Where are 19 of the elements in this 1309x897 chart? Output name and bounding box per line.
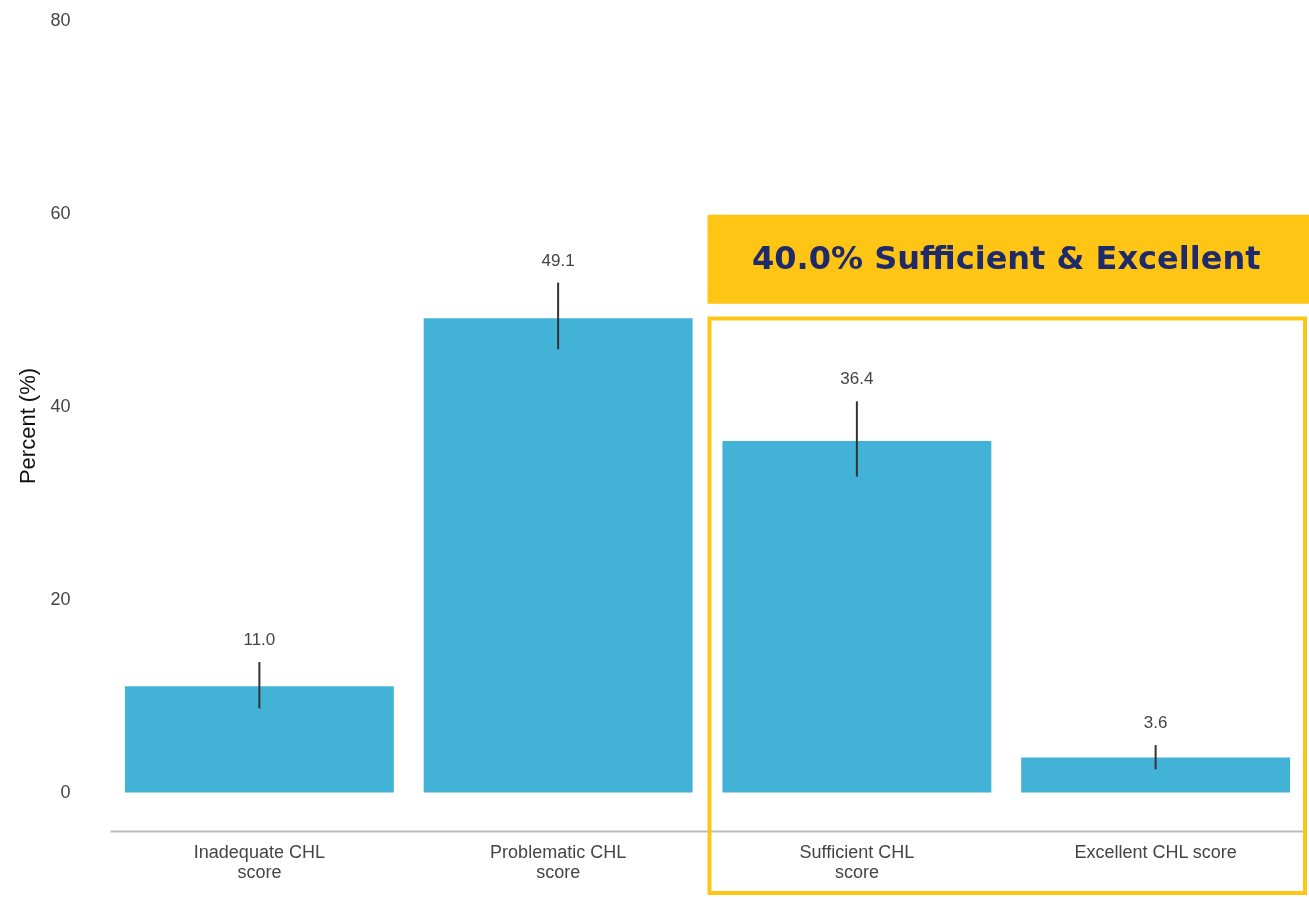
data-label: 3.6	[1143, 713, 1168, 733]
y-tick-label: 40	[50, 395, 71, 416]
bar	[722, 440, 992, 793]
data-label: 36.4	[840, 369, 874, 389]
x-tick-label: Problematic CHL score	[490, 841, 627, 882]
data-label: 11.0	[243, 630, 276, 650]
bar	[124, 686, 394, 793]
x-tick-label: Sufficient CHL score	[799, 841, 915, 882]
x-tick-label: Inadequate CHL score	[193, 841, 325, 882]
x-tick-label: Excellent CHL score	[1074, 841, 1237, 862]
band-label: 40.0% Sufficient & Excellent	[752, 239, 1261, 278]
bar	[423, 318, 693, 793]
y-axis-title: Percent (%)	[15, 367, 41, 485]
data-label: 49.1	[541, 250, 575, 270]
bar	[1021, 757, 1291, 793]
y-tick-label: 0	[60, 781, 71, 802]
y-tick-label: 60	[50, 202, 71, 223]
y-tick-label: 20	[50, 588, 71, 609]
y-tick-label: 80	[50, 9, 71, 30]
